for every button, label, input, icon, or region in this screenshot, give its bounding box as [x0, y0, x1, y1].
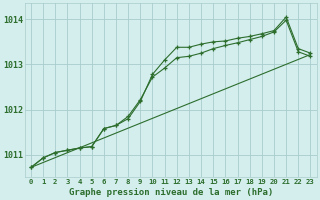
X-axis label: Graphe pression niveau de la mer (hPa): Graphe pression niveau de la mer (hPa): [68, 188, 273, 197]
